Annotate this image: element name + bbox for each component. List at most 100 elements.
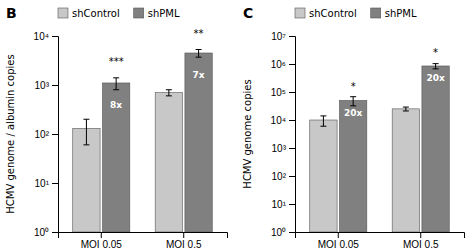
legend: shControlshPML [295, 8, 417, 19]
annotations: 8x***7x** [109, 28, 205, 110]
y-tick-mark [52, 183, 58, 184]
plot: 10⁰ 10¹ 10² 10³ 10⁴ MOI 0.05 MOI 0.5 HCMV genom… [5, 28, 228, 250]
y-tick-label: 10⁶ [271, 59, 286, 70]
bar [155, 93, 182, 232]
x-tick-mark [183, 232, 184, 238]
marks [73, 50, 213, 232]
error-bar-cap [433, 63, 439, 64]
x-axis: MOI 0.05MOI 0.5 [296, 232, 465, 250]
error-bar-cap [433, 68, 439, 69]
legend-swatch [58, 8, 68, 18]
fold-label: 7x [193, 70, 205, 80]
error-bar-cap [113, 89, 119, 90]
error-bar [350, 97, 356, 106]
error-bar [166, 90, 172, 96]
legend-swatch [134, 8, 144, 18]
significance-label: * [433, 47, 438, 58]
error-bar-cap [113, 77, 119, 78]
y-tick: 10³ [35, 80, 58, 91]
fold-label: 20x [344, 108, 363, 118]
x-tick-label: MOI 0.05 [318, 239, 360, 250]
panel-title: C [243, 5, 253, 21]
y-axis-line [289, 37, 296, 233]
bar [102, 83, 129, 232]
x-tick: MOI 0.05 [81, 232, 123, 250]
y-tick: 10⁴ [271, 115, 295, 126]
significance-label: ** [194, 28, 204, 39]
legend-item: shControl [58, 8, 120, 19]
y-tick-mark [289, 176, 295, 177]
y-tick: 10⁶ [271, 59, 295, 70]
error-bar-stem [86, 119, 87, 145]
y-tick: 10⁰ [271, 227, 295, 238]
legend: shControl shPML [58, 8, 180, 19]
y-tick-mark [289, 92, 295, 93]
legend-item: shPML [134, 8, 180, 19]
y-tick-mark [289, 36, 295, 37]
y-tick-mark [289, 204, 295, 205]
legend-item: shPML [371, 8, 417, 19]
plot: 10⁰ 10¹ 10² 10³ 10⁴ 10⁵ 10⁶ 10⁷ MOI 0.05MOI 0.5 H… [242, 31, 465, 250]
y-tick-label: 10² [35, 129, 50, 140]
x-tick-label: MOI 0.5 [166, 239, 202, 250]
y-tick: 10¹ [272, 199, 295, 210]
bar [339, 100, 366, 232]
significance-label: *** [109, 56, 124, 67]
y-tick-mark [52, 85, 58, 86]
y-axis: 10⁰ 10¹ 10² 10³ 10⁴ 10⁵ 10⁶ 10⁷ [271, 31, 296, 238]
bar [185, 53, 212, 232]
y-tick: 10⁷ [271, 31, 295, 42]
error-bar [320, 116, 326, 126]
error-bar-stem [323, 116, 324, 126]
error-bar-stem [353, 97, 354, 106]
x-tick-label: MOI 0.05 [81, 239, 123, 250]
y-axis-line [52, 37, 59, 233]
y-tick-mark [289, 64, 295, 65]
y-tick-label: 10⁷ [271, 31, 286, 42]
error-bar [433, 64, 439, 69]
y-tick: 10⁰ [34, 227, 58, 238]
y-tick-mark [289, 232, 295, 233]
y-tick-label: 10⁴ [34, 31, 49, 42]
legend-swatch [371, 8, 381, 18]
error-bar [113, 78, 119, 90]
x-tick-mark [338, 232, 339, 238]
x-tick: MOI 0.5 [166, 232, 202, 250]
y-tick: 10² [272, 171, 295, 182]
error-bar-cap [320, 115, 326, 116]
error-bar-cap [403, 107, 409, 108]
y-tick-mark [52, 232, 58, 233]
bar [422, 66, 449, 232]
y-tick-label: 10⁴ [271, 115, 286, 126]
y-tick-mark [52, 134, 58, 135]
x-axis: MOI 0.05 MOI 0.5 [59, 232, 228, 250]
y-tick: 10² [35, 129, 58, 140]
error-bar-cap [166, 95, 172, 96]
legend-label: shControl [72, 8, 120, 19]
error-bar-cap [196, 49, 202, 50]
error-bar-cap [166, 89, 172, 90]
y-tick-mark [289, 120, 295, 121]
error-bar [403, 107, 409, 111]
y-axis-title: HCMV genome / albumin copies [5, 54, 16, 213]
error-bar-cap [196, 57, 202, 58]
error-bar-cap [83, 144, 89, 145]
marks [310, 64, 450, 232]
panel: 10⁰ 10¹ 10² 10³ 10⁴ MOI 0.05 MOI 0.5 HCMV genom… [5, 5, 228, 250]
annotations: 20x * 20x * [344, 47, 445, 117]
error-bar-cap [350, 96, 356, 97]
y-tick: 10¹ [35, 178, 58, 189]
y-tick-label: 10³ [272, 143, 287, 154]
error-bar-stem [116, 78, 117, 90]
panel-title: B [6, 5, 17, 21]
y-axis-title: HCMV genome copies [242, 79, 253, 188]
error-bar-stem [435, 64, 436, 69]
x-tick-mark [101, 232, 102, 238]
error-bar-stem [405, 107, 406, 111]
error-bar-cap [350, 105, 356, 106]
y-tick-label: 10⁵ [271, 87, 286, 98]
error-bar [196, 50, 202, 58]
y-tick: 10⁵ [271, 87, 295, 98]
significance-label: * [351, 81, 356, 92]
fold-label: 20x [426, 73, 445, 83]
